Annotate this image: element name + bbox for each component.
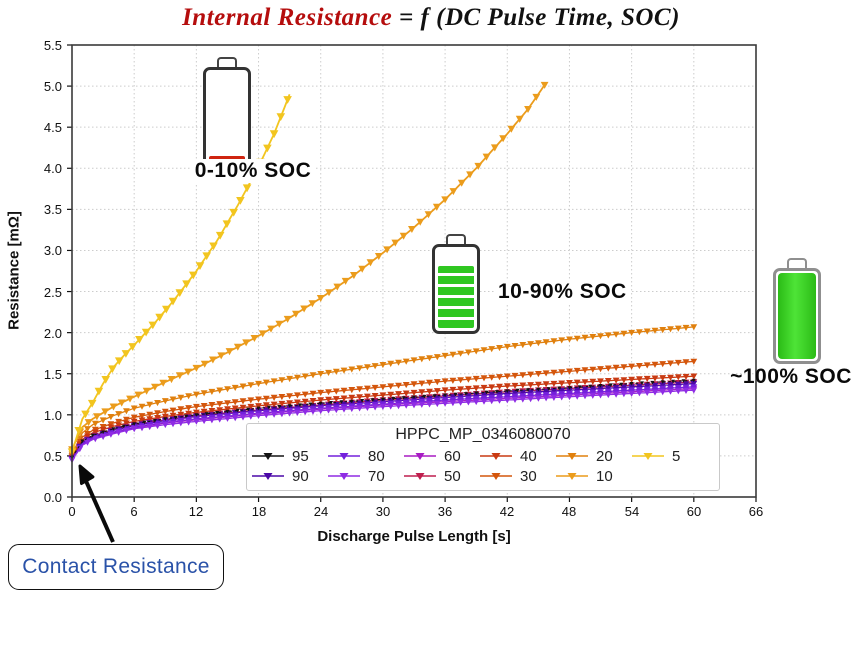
x-tick-label: 36 [437,504,453,519]
y-tick-label: 3.0 [43,243,62,258]
title-equation: = f (DC Pulse Time, SOC) [392,4,680,31]
soc-mid-label: 10-90% SOC [494,280,631,304]
legend-marker-icon [252,473,284,480]
x-tick-label: 24 [313,504,329,519]
battery-mid-fill [438,266,474,328]
legend-entry-label: 90 [292,467,309,485]
legend-entry-90: 90 [251,468,327,485]
legend-marker-icon [556,453,588,460]
battery-body [432,244,480,334]
legend-entry-30: 30 [479,468,555,485]
legend-entry-label: 10 [596,467,613,485]
legend-marker-icon [404,453,436,460]
y-tick-label: 3.5 [43,202,62,217]
x-tick-label: 48 [561,504,577,519]
contact-arrow-shaft [84,480,115,543]
x-tick-label: 18 [251,504,267,519]
battery-low-icon [203,57,251,175]
contact-arrow-head [78,464,95,485]
y-tick-label: 2.5 [43,285,62,300]
legend-entry-10: 10 [555,468,631,485]
title-highlight: Internal Resistance [182,4,393,31]
legend-entry-20: 20 [555,448,631,465]
x-tick-label: 54 [624,504,640,519]
legend-entry-label: 5 [672,447,681,465]
y-tick-label: 4.0 [43,161,62,176]
battery-cap [217,57,237,67]
battery-full-fill [778,273,816,359]
x-tick-label: 0 [68,504,76,519]
legend-entry-50: 50 [403,468,479,485]
legend-entry-label: 60 [444,447,461,465]
legend-entry-70: 70 [327,468,403,485]
legend-entry-label: 40 [520,447,537,465]
legend-marker-icon [632,453,664,460]
legend-entry-label: 50 [444,467,461,485]
battery-cap [787,258,807,268]
legend-marker-icon [252,453,284,460]
plot-border [71,44,757,498]
legend-entry-label: 70 [368,467,385,485]
legend-entry-label: 20 [596,447,613,465]
legend-marker-icon [404,473,436,480]
y-tick-label: 5.5 [43,38,62,53]
y-tick-label: 1.5 [43,367,62,382]
y-tick-label: 5.0 [43,79,62,94]
soc-full-label: ~100% SOC [730,365,852,388]
legend-entry-60: 60 [403,448,479,465]
contact-resistance-callout: Contact Resistance [8,544,224,590]
legend-entry-5: 5 [631,448,689,465]
legend-entry-label: 30 [520,467,537,485]
legend-entry-label: 95 [292,447,309,465]
battery-cap [446,234,466,244]
y-tick-label: 0.0 [43,490,62,505]
legend-marker-icon [328,453,360,460]
battery-body [773,268,821,364]
y-tick-label: 2.0 [43,326,62,341]
battery-full-icon [773,258,821,364]
battery-mid-icon [432,234,480,334]
legend-entry-40: 40 [479,448,555,465]
legend-title: HPPC_MP_0346080070 [395,426,571,443]
x-tick-label: 42 [499,504,515,519]
legend-row: 90 70 50 30 10 [251,466,715,486]
legend-marker-icon [480,473,512,480]
legend-marker-icon [328,473,360,480]
x-tick-label: 30 [375,504,391,519]
y-tick-label: 0.5 [43,449,62,464]
legend-marker-icon [556,473,588,480]
contact-resistance-label: Contact Resistance [22,555,210,578]
x-tick-label: 12 [188,504,204,519]
series-line-10 [71,82,547,450]
y-tick-label: 1.0 [43,408,62,423]
soc-low-label: 0-10% SOC [190,159,316,183]
x-tick-label: 60 [686,504,702,519]
legend: HPPC_MP_0346080070 95 80 60 40 20 5 90 70 50 30 10 [246,423,720,491]
legend-entry-80: 80 [327,448,403,465]
legend-entry-label: 80 [368,447,385,465]
legend-entries: 95 80 60 40 20 5 90 70 50 30 10 [251,446,715,486]
x-axis-label: Discharge Pulse Length [s] [317,528,511,545]
legend-marker-icon [480,453,512,460]
x-tick-label: 6 [130,504,138,519]
legend-entry-95: 95 [251,448,327,465]
y-tick-label: 4.5 [43,120,62,135]
x-tick-label: 66 [748,504,764,519]
legend-row: 95 80 60 40 20 5 [251,446,715,466]
page-title: Internal Resistance = f (DC Pulse Time, … [0,4,862,32]
